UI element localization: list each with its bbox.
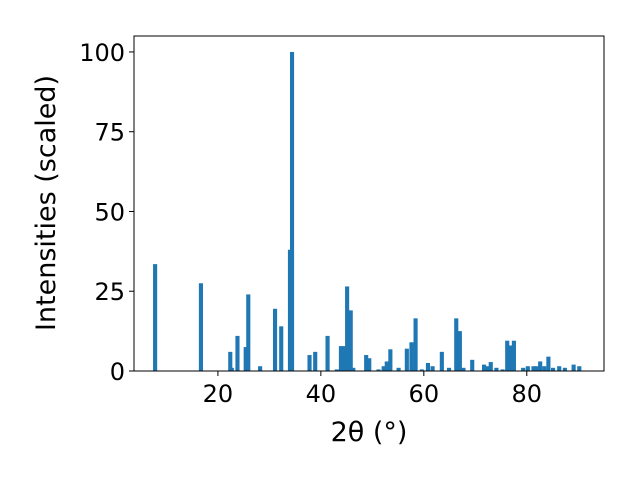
bar bbox=[446, 367, 452, 371]
y-tick-label: 0 bbox=[110, 358, 125, 386]
bar bbox=[505, 340, 510, 371]
bar bbox=[508, 345, 513, 371]
bar bbox=[313, 351, 318, 371]
bar bbox=[413, 318, 418, 371]
bar bbox=[534, 366, 539, 371]
bar bbox=[307, 355, 312, 371]
bar bbox=[425, 363, 430, 371]
bar bbox=[482, 364, 487, 371]
bar bbox=[153, 264, 158, 371]
bar bbox=[439, 351, 444, 371]
bar bbox=[325, 335, 330, 371]
bar bbox=[550, 367, 556, 371]
y-axis-ticks: 0 25 50 75 100 bbox=[79, 39, 134, 386]
bar bbox=[258, 366, 263, 371]
bar bbox=[351, 367, 356, 371]
x-tick-label: 20 bbox=[203, 380, 234, 408]
bar bbox=[364, 355, 369, 371]
bar bbox=[470, 359, 475, 371]
bar bbox=[388, 349, 393, 371]
bar bbox=[419, 369, 424, 371]
y-tick-label: 50 bbox=[94, 198, 125, 226]
bar bbox=[334, 369, 339, 371]
bar bbox=[562, 367, 567, 371]
bar bbox=[542, 366, 547, 371]
y-axis-label: Intensities (scaled) bbox=[31, 75, 62, 331]
bar bbox=[341, 346, 347, 371]
bar bbox=[525, 366, 530, 371]
x-tick-label: 80 bbox=[512, 380, 543, 408]
x-tick-label: 60 bbox=[409, 380, 440, 408]
bar bbox=[511, 340, 516, 371]
bar bbox=[338, 346, 343, 371]
x-axis-label: 2θ (°) bbox=[331, 417, 408, 448]
bar bbox=[409, 342, 414, 371]
bar bbox=[538, 361, 543, 371]
bar bbox=[243, 347, 248, 371]
bar bbox=[500, 369, 505, 371]
bars-group bbox=[153, 51, 582, 371]
bar bbox=[396, 367, 401, 371]
bar bbox=[488, 362, 493, 371]
bar bbox=[485, 366, 490, 371]
bar bbox=[279, 326, 284, 371]
bar bbox=[454, 318, 459, 371]
bar bbox=[348, 310, 353, 371]
bar bbox=[272, 308, 278, 371]
bar bbox=[404, 348, 409, 371]
bar bbox=[246, 294, 251, 371]
y-tick-label: 75 bbox=[94, 119, 125, 147]
bar bbox=[381, 366, 386, 371]
x-axis-ticks: 20 40 60 80 bbox=[203, 371, 542, 408]
y-tick-label: 25 bbox=[94, 278, 125, 306]
bar bbox=[557, 366, 562, 371]
bar bbox=[229, 367, 234, 371]
bar bbox=[571, 364, 576, 371]
bar bbox=[198, 283, 203, 371]
bar bbox=[494, 367, 499, 371]
bar bbox=[430, 366, 435, 371]
bar bbox=[577, 366, 582, 371]
bar bbox=[457, 331, 462, 371]
bar bbox=[521, 367, 526, 371]
plot-frame bbox=[133, 35, 605, 372]
bar bbox=[289, 51, 295, 371]
bar bbox=[235, 335, 240, 371]
bar bbox=[546, 356, 551, 371]
x-tick-label: 40 bbox=[306, 380, 337, 408]
bar bbox=[228, 351, 233, 371]
bar bbox=[367, 358, 372, 371]
bar bbox=[384, 361, 389, 371]
bar bbox=[345, 286, 350, 371]
bar bbox=[376, 369, 381, 371]
bar bbox=[531, 366, 536, 371]
y-tick-label: 100 bbox=[79, 39, 125, 67]
bar bbox=[461, 367, 466, 371]
